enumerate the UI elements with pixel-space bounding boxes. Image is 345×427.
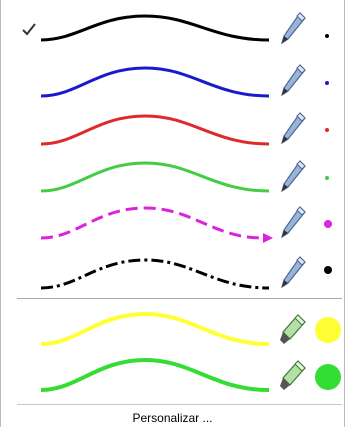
pen-option-black-dashdot[interactable] xyxy=(1,242,344,294)
pen-stroke-preview xyxy=(40,14,270,42)
highlighter-size-dot xyxy=(315,317,341,343)
pen-icon xyxy=(280,12,306,45)
customize-menu-item[interactable]: Personalizar ... xyxy=(132,411,213,425)
pen-size-dot xyxy=(325,128,329,132)
pen-size-dot xyxy=(325,34,329,38)
pen-icon xyxy=(280,256,306,289)
highlighter-stroke-preview xyxy=(40,357,270,392)
highlighter-size-dot xyxy=(315,364,341,390)
pen-option-black[interactable] xyxy=(1,0,344,48)
pen-stroke-preview xyxy=(40,114,270,146)
pen-size-dot xyxy=(325,176,329,180)
checkmark-icon xyxy=(22,23,36,36)
pen-stroke-preview xyxy=(40,206,273,243)
pen-option-blue[interactable] xyxy=(1,48,344,98)
pen-icon xyxy=(280,160,306,193)
pen-icon xyxy=(280,64,306,97)
pen-option-magenta-dashed[interactable] xyxy=(1,192,344,243)
highlighter-icon xyxy=(280,360,306,390)
pen-option-green[interactable] xyxy=(1,144,344,193)
pen-stroke-preview xyxy=(40,161,270,193)
pen-size-dot xyxy=(325,81,329,85)
pen-stroke-preview xyxy=(40,258,270,290)
highlighter-stroke-preview xyxy=(40,311,270,346)
pen-icon xyxy=(280,206,306,239)
highlighter-option-green[interactable] xyxy=(1,352,344,402)
pen-size-dot xyxy=(324,220,332,228)
menu-separator xyxy=(17,298,342,299)
pen-stroke-preview xyxy=(40,66,270,98)
menu-separator xyxy=(17,404,342,405)
highlighter-option-yellow[interactable] xyxy=(1,302,344,352)
pen-size-dot xyxy=(324,266,332,274)
highlighter-icon xyxy=(280,314,306,344)
pen-option-red[interactable] xyxy=(1,96,344,146)
pen-icon xyxy=(280,112,306,145)
